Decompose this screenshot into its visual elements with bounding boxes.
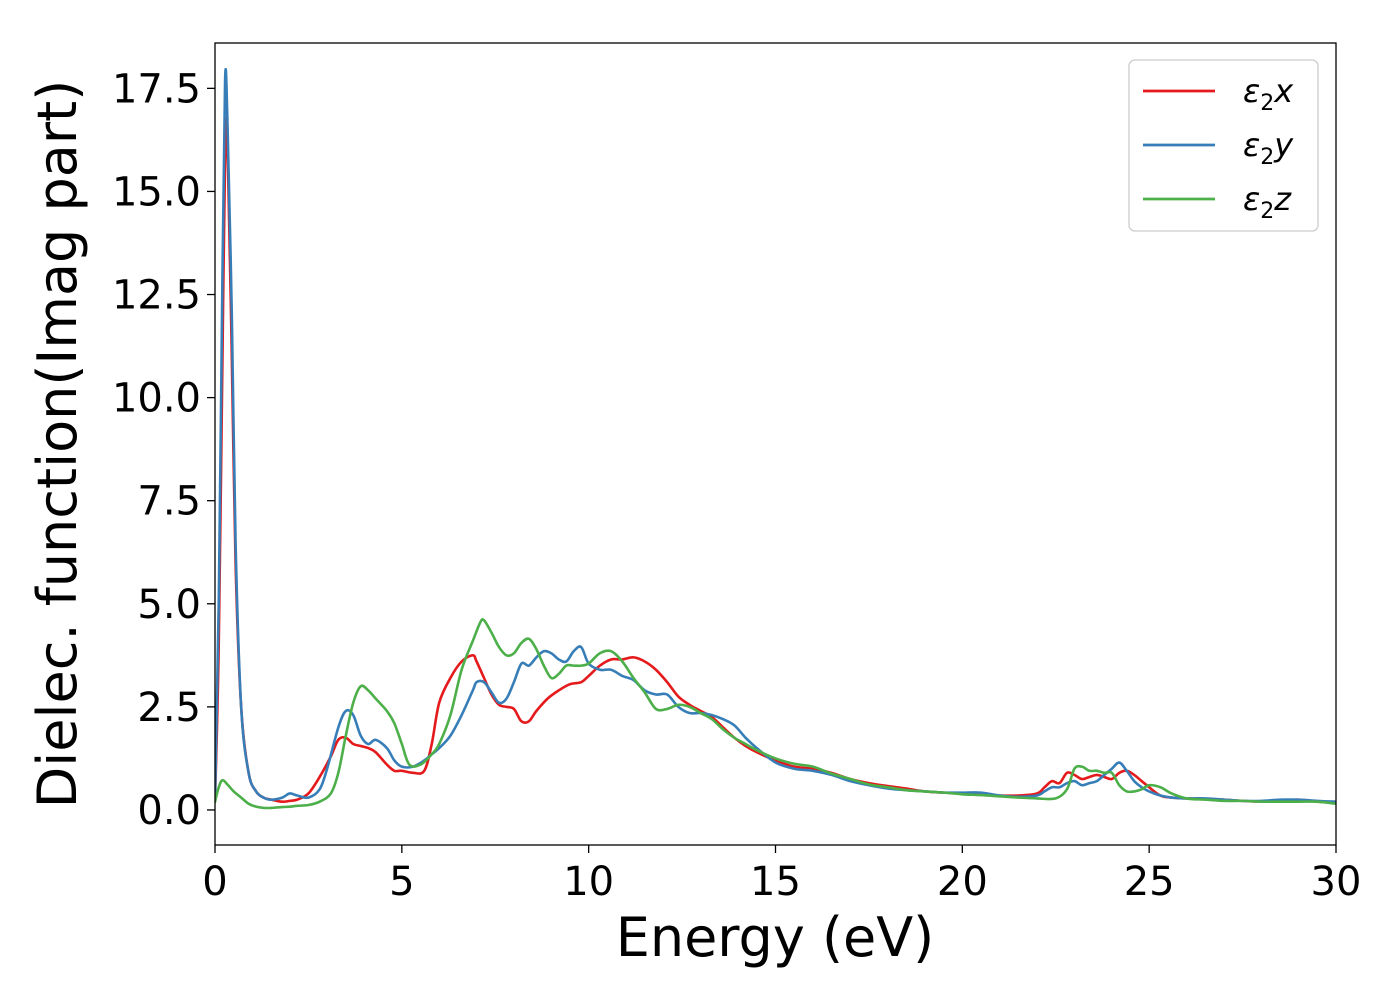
x-tick-label: 0: [202, 859, 227, 905]
legend-label-z: ε2z: [1243, 180, 1292, 224]
y-tick-label: 10.0: [112, 376, 201, 422]
legend-symbol: ε: [1243, 126, 1260, 164]
x-axis-title: Energy (eV): [616, 906, 935, 969]
legend-box: [1128, 59, 1319, 232]
y-tick-label: 12.5: [112, 273, 201, 319]
legend-symbol: ε: [1243, 180, 1260, 218]
legend-component: x: [1273, 72, 1294, 110]
y-tick-label: 2.5: [137, 685, 201, 731]
x-tick-label: 15: [750, 859, 801, 905]
legend-label-x: ε2x: [1243, 72, 1294, 116]
series-line-y: [215, 67, 1336, 803]
legend-subscript: 2: [1260, 199, 1274, 224]
legend-symbol: ε: [1243, 72, 1260, 110]
x-tick-label: 30: [1311, 859, 1362, 905]
y-tick-label: 15.0: [112, 169, 201, 215]
x-tick-label: 25: [1124, 859, 1175, 905]
series-group: [215, 67, 1336, 810]
y-tick-label: 5.0: [137, 582, 201, 628]
y-axis: 0.0 2.5 5.0 7.5 10.0 12.5 15.0 17.5: [112, 66, 215, 834]
series-line-x: [215, 116, 1336, 804]
series-layer: [215, 67, 1336, 810]
y-tick-label: 17.5: [112, 66, 201, 112]
series-line-z: [215, 618, 1336, 810]
x-tick-label: 20: [937, 859, 988, 905]
x-tick-label: 5: [389, 859, 414, 905]
y-tick-label: 0.0: [137, 788, 201, 834]
legend-label-y: ε2y: [1243, 126, 1294, 170]
y-tick-label: 7.5: [137, 479, 201, 525]
legend-component: z: [1273, 180, 1292, 218]
y-axis-title: Dielec. function(Imag part): [26, 80, 89, 809]
x-axis: 0 5 10 15 20 25 30: [202, 845, 1361, 905]
legend-subscript: 2: [1260, 91, 1274, 116]
x-tick-label: 10: [563, 859, 614, 905]
legend-component: y: [1273, 126, 1294, 164]
legend-subscript: 2: [1260, 145, 1274, 170]
